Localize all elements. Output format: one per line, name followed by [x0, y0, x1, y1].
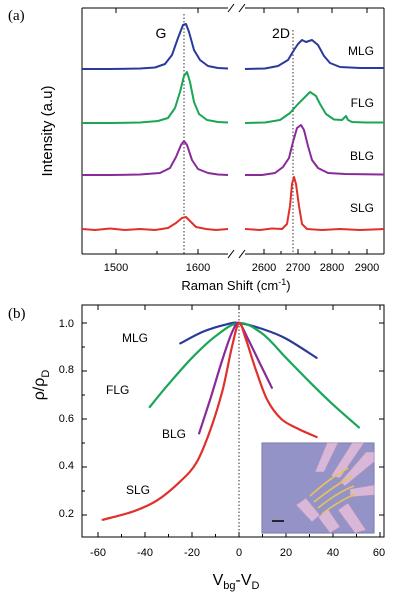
spectrum-blg-left [82, 140, 229, 176]
ytick-label-0.4: 0.4 [59, 460, 74, 472]
ytick-label-0.8: 0.8 [59, 364, 74, 376]
panel-a-ylabel: Intensity (a.u) [39, 86, 56, 177]
xtick-label-40: 40 [327, 547, 339, 559]
inset-device-photo [261, 442, 375, 534]
xtick-label-20: 20 [280, 547, 292, 559]
ytick-label-0.2: 0.2 [59, 508, 74, 520]
tick-label-2800: 2800 [320, 262, 344, 274]
tick-label-2700: 2700 [286, 262, 310, 274]
sample-label-slg: SLG [350, 201, 374, 215]
xtick-label-neg40: -40 [137, 547, 153, 559]
xtick-label-neg60: -60 [90, 547, 106, 559]
xtick-label-neg20: -20 [184, 547, 200, 559]
sample-label-blg: BLG [350, 149, 374, 163]
series-label-blg: BLG [162, 427, 186, 441]
panel-b-label: (b) [8, 306, 26, 322]
curve-blg [198, 321, 273, 435]
series-label-flg: FLG [106, 383, 129, 397]
spectrum-slg-left [81, 216, 229, 231]
xtick-label-0: 0 [236, 547, 242, 559]
panel-a-ticks [115, 8, 368, 254]
curve-flg [148, 321, 360, 429]
spectrum-mlg-left [82, 23, 229, 70]
panel-b-xlabel: Vbg-VD [213, 572, 260, 592]
2d-peak-label: 2D [272, 25, 290, 41]
spectrum-flg-left [82, 71, 229, 124]
ytick-label-1.0: 1.0 [59, 318, 74, 330]
axis-break-top [227, 3, 246, 13]
spectrum-mlg-right [244, 39, 384, 70]
axis-break-bottom [227, 249, 246, 259]
g-peak-label: G [156, 25, 167, 41]
panel-a-label: (a) [8, 8, 25, 24]
panel-a-axes [81, 3, 385, 259]
sample-label-flg: FLG [351, 96, 374, 110]
series-label-mlg: MLG [122, 331, 148, 345]
tick-label-2900: 2900 [355, 262, 379, 274]
series-label-slg: SLG [126, 483, 150, 497]
panel-a-xlabel: Raman Shift (cm-1) [181, 277, 290, 293]
ytick-label-0.6: 0.6 [59, 413, 74, 425]
spectra [81, 23, 385, 231]
tick-label-2600: 2600 [252, 262, 276, 274]
tick-label-1500: 1500 [104, 262, 128, 274]
panel-b-ylabel: ρ/ρD [31, 370, 52, 401]
spectrum-flg-right [244, 91, 384, 124]
curve-slg [101, 321, 318, 521]
resistance-curves [101, 321, 360, 521]
sample-label-mlg: MLG [348, 44, 374, 58]
panel-b-axes [81, 304, 385, 538]
tick-label-1600: 1600 [186, 262, 210, 274]
spectrum-slg-right [244, 176, 385, 231]
xtick-label-60: 60 [373, 547, 385, 559]
spectrum-blg-right [245, 124, 385, 176]
